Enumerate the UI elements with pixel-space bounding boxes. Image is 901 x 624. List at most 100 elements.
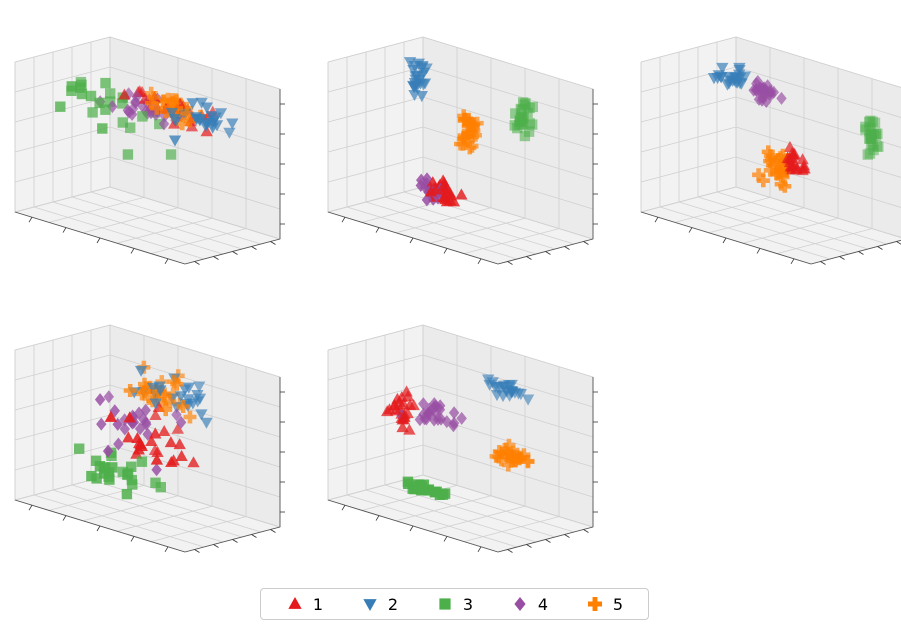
gridline [384, 196, 556, 250]
gridline [33, 206, 205, 260]
gridline [422, 156, 594, 210]
gridline [109, 36, 281, 90]
gridline [429, 505, 526, 532]
legend-marker-3 [439, 598, 451, 610]
point-series-2 [223, 127, 236, 139]
gridline [716, 191, 888, 245]
point-series-1 [149, 409, 162, 421]
point-series-4 [140, 403, 151, 417]
gridline [422, 474, 594, 528]
gridline [14, 354, 111, 381]
point-series-4 [456, 411, 467, 425]
point-series-3 [97, 123, 108, 134]
point-series-5 [183, 410, 197, 424]
x-tick [375, 515, 380, 521]
legend-marker-5 [587, 597, 602, 611]
point-series-1 [200, 125, 213, 137]
point-series-2 [206, 122, 219, 134]
point-series-5 [166, 95, 180, 109]
x-tick [341, 216, 346, 223]
point-series-1 [165, 456, 178, 468]
point-series-3 [100, 104, 111, 115]
gridline [659, 206, 831, 260]
point-series-5 [463, 141, 477, 155]
x-tick [28, 216, 33, 223]
point-series-4 [415, 179, 426, 192]
gridline [150, 516, 247, 542]
gridline [463, 228, 560, 254]
point-series-1 [118, 88, 131, 100]
y-tick [877, 246, 883, 250]
point-series-5 [159, 105, 173, 119]
x-tick [62, 227, 67, 233]
gridline [14, 186, 111, 213]
point-series-5 [761, 145, 775, 159]
point-series-5 [170, 377, 184, 391]
point-series-5 [157, 389, 171, 403]
plus-icon [587, 597, 602, 611]
gridline [422, 126, 594, 180]
point-series-4 [103, 390, 114, 404]
gridline [109, 66, 281, 120]
point-series-4 [113, 437, 124, 451]
gridline [327, 96, 424, 123]
gridline [742, 217, 839, 244]
legend-label-3: 3 [462, 594, 474, 614]
point-series-2 [193, 381, 206, 393]
y-tick [564, 246, 570, 250]
point-series-5 [138, 377, 151, 391]
point-series-2 [200, 417, 213, 429]
point-series-4 [419, 412, 430, 426]
gridline [674, 197, 771, 223]
legend-label-1: 1 [312, 594, 324, 614]
gridline [14, 36, 111, 63]
point-series-3 [100, 77, 111, 89]
point-series-2 [200, 119, 214, 131]
point-series-4 [751, 77, 762, 91]
gridline [82, 495, 179, 522]
point-series-3 [76, 88, 88, 100]
y-tick [896, 241, 901, 245]
subplot-5 [326, 324, 598, 553]
point-series-2 [729, 72, 743, 84]
gridline [346, 494, 518, 548]
x-tick [477, 546, 482, 553]
point-series-3 [150, 477, 161, 488]
x-tick [790, 258, 795, 265]
gridline [116, 505, 213, 532]
gridline [640, 186, 737, 213]
gridline [109, 186, 281, 240]
point-series-1 [383, 403, 396, 415]
gridline [640, 156, 737, 183]
point-series-1 [150, 453, 164, 465]
gridline [365, 201, 537, 255]
gridline [82, 207, 179, 234]
y-tick [270, 241, 276, 245]
point-series-1 [796, 153, 809, 165]
x-tick [62, 515, 67, 521]
subplot-1 [13, 36, 285, 265]
gridline [327, 126, 424, 153]
gridline [90, 191, 262, 245]
y-tick [545, 539, 551, 543]
x-tick [130, 536, 135, 542]
gridline [71, 484, 243, 538]
point-series-3 [137, 111, 148, 122]
point-series-3 [434, 489, 446, 500]
point-series-4 [94, 393, 106, 407]
point-series-2 [195, 409, 208, 421]
gridline [708, 207, 805, 234]
point-series-3 [509, 120, 520, 131]
point-series-2 [716, 62, 729, 74]
x-tick [443, 248, 448, 254]
x-tick [96, 237, 101, 244]
point-series-1 [171, 422, 184, 434]
point-series-5 [159, 403, 173, 417]
point-series-1 [397, 410, 410, 422]
point-series-4 [119, 422, 130, 436]
point-series-2 [168, 135, 182, 147]
y-tick [270, 529, 276, 533]
point-series-5 [494, 453, 508, 467]
point-series-3 [105, 88, 116, 99]
point-series-3 [87, 107, 98, 118]
